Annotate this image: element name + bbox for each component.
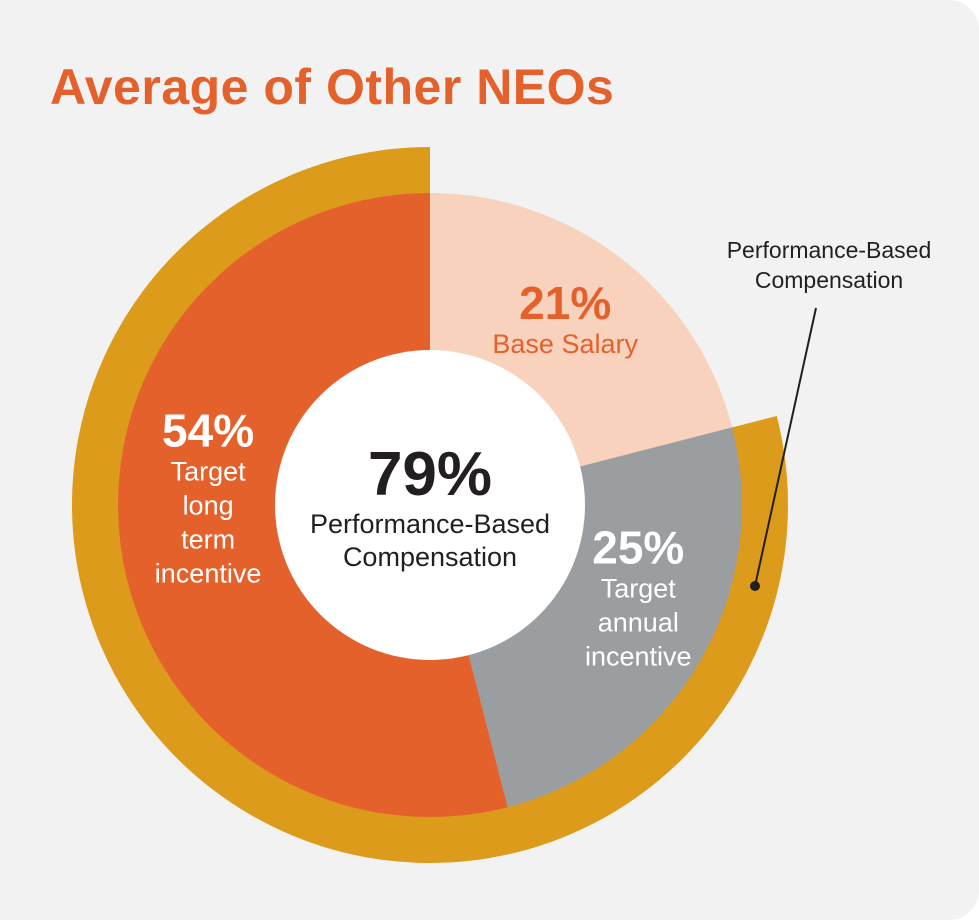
slice-value-target-long-term-incentive: 54%: [162, 404, 254, 456]
slice-value-target-annual-incentive: 25%: [592, 522, 684, 574]
slice-value-base-salary: 21%: [519, 277, 611, 329]
slice-label-target-long-term-incentive-line-1: Target: [171, 456, 247, 486]
slice-label-target-long-term-incentive-line-3: term: [181, 524, 235, 554]
slice-label-target-long-term-incentive-line-4: incentive: [155, 558, 262, 588]
annotation-label-line-1: Performance-Based: [727, 237, 932, 263]
slice-label-target-annual-incentive-line-3: incentive: [585, 642, 692, 672]
center-label-line-2: Compensation: [343, 542, 517, 572]
annotation-label-line-2: Compensation: [755, 267, 903, 293]
center-value: 79%: [368, 440, 492, 509]
annotation-dot: [750, 581, 760, 591]
annotation-leader-line: [754, 307, 817, 587]
center-label-line-1: Performance-Based: [310, 509, 550, 539]
slice-label-target-long-term-incentive-line-2: long: [183, 490, 234, 520]
chart-title: Average of Other NEOs: [50, 59, 615, 115]
slice-label-base-salary-line-1: Base Salary: [492, 329, 638, 359]
slice-label-target-annual-incentive-line-1: Target: [601, 574, 677, 604]
center-circle: [275, 350, 585, 660]
slice-label-target-annual-incentive-line-2: annual: [598, 608, 679, 638]
